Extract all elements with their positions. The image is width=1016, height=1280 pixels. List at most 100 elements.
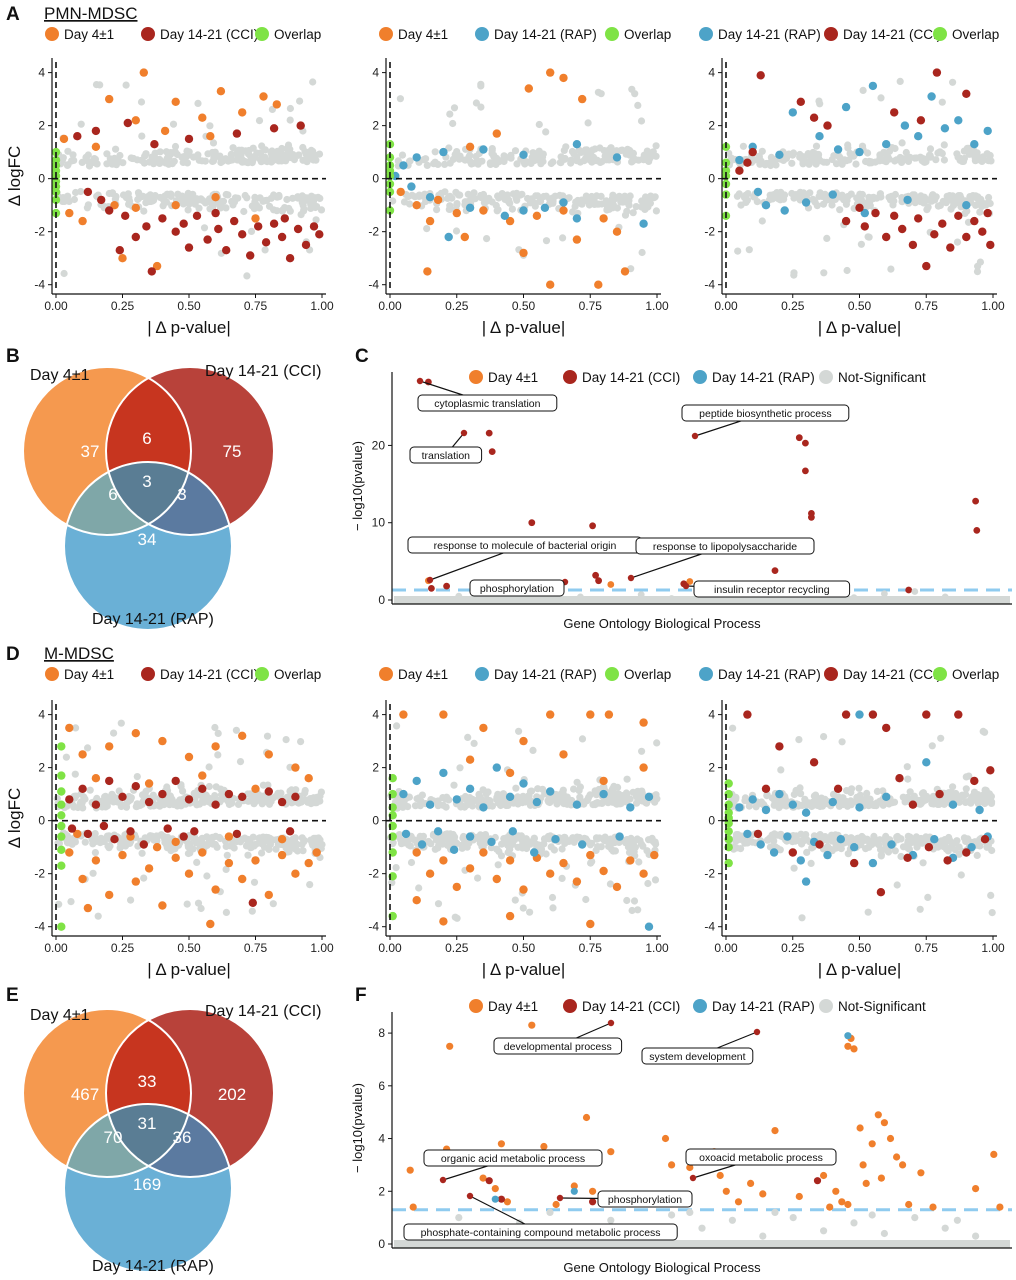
go-point-orange: [850, 1045, 858, 1053]
data-point-blue: [769, 848, 779, 857]
data-point-red: [142, 222, 151, 231]
background-point: [169, 120, 178, 128]
x-tick-label: 0.00: [378, 941, 402, 955]
venn-outline: [105, 1008, 275, 1178]
data-point-red: [99, 821, 109, 831]
background-point: [982, 201, 990, 209]
data-point-blue: [882, 140, 891, 149]
data-point-orange: [492, 874, 501, 884]
background-point: [846, 149, 854, 158]
background-point: [453, 914, 461, 922]
data-point-red: [131, 232, 140, 242]
background-point: [439, 801, 447, 809]
y-tick-label: 2: [708, 761, 715, 775]
background-point: [108, 790, 116, 798]
background-point: [210, 154, 218, 162]
data-point-blue: [412, 776, 421, 786]
background-point: [91, 849, 99, 857]
background-point: [209, 201, 217, 209]
background-point: [484, 788, 492, 796]
legend-label: Day 14-21 (RAP): [494, 27, 597, 42]
data-point-orange: [65, 723, 74, 733]
data-point-blue: [492, 763, 501, 772]
background-point: [926, 151, 934, 159]
y-tick-label: 0: [372, 814, 379, 828]
background-point: [652, 207, 661, 215]
data-point-blue: [860, 208, 869, 218]
background-point: [949, 783, 957, 791]
legend-swatch: [824, 27, 838, 41]
background-point: [255, 204, 263, 212]
go-point-orange: [759, 1190, 767, 1198]
background-point: [240, 207, 248, 216]
background-point: [84, 151, 92, 159]
background-point: [553, 796, 561, 804]
background-point: [958, 791, 966, 799]
venn-b-count-abc: 3: [142, 472, 151, 491]
background-point: [415, 192, 423, 200]
data-point-orange: [83, 903, 93, 913]
background-point: [286, 145, 294, 153]
go-point-orange: [844, 1200, 852, 1209]
data-point-blue: [914, 132, 923, 141]
background-point: [140, 207, 148, 215]
data-point-blue: [780, 206, 789, 215]
y-tick-label: -4: [34, 278, 45, 292]
background-point: [964, 835, 972, 843]
data-point-blue: [479, 803, 488, 812]
y-axis-title: − log10(pvalue): [350, 1083, 365, 1173]
data-point-red: [895, 774, 904, 783]
data-point-green: [57, 742, 66, 751]
data-point-orange: [505, 856, 515, 865]
background-point: [623, 836, 631, 844]
data-point-orange: [620, 267, 630, 276]
background-point: [77, 120, 85, 128]
background-point: [891, 190, 900, 199]
background-point: [393, 722, 401, 730]
legend-swatch: [255, 667, 269, 681]
background-point: [301, 796, 309, 804]
data-point-red: [67, 824, 77, 833]
annotation-label: phosphate-containing compound metabolic …: [421, 1227, 661, 1239]
data-point-orange: [505, 216, 515, 226]
background-point: [209, 139, 218, 147]
venn-e-count-ab: 33: [138, 1072, 157, 1091]
data-point-blue: [801, 808, 811, 817]
legend-label: Day 14-21 (CCI): [843, 27, 941, 42]
background-point: [204, 150, 212, 158]
data-point-red: [179, 219, 188, 228]
background-point: [923, 206, 931, 214]
background-point: [967, 795, 975, 803]
go-point-orange: [820, 1171, 828, 1180]
background-point: [584, 119, 592, 127]
data-point-red: [158, 214, 167, 223]
y-tick-label: -2: [704, 225, 715, 239]
background-point: [309, 78, 317, 86]
data-point-orange: [264, 750, 273, 759]
background-point: [482, 197, 490, 206]
background-point: [116, 844, 124, 852]
go-point-red: [592, 571, 599, 579]
background-point: [203, 841, 211, 850]
legend-swatch: [379, 27, 393, 41]
data-point-orange: [224, 832, 234, 841]
background-point: [795, 736, 803, 744]
data-point-blue: [546, 787, 555, 796]
background-point: [317, 206, 326, 214]
background-point: [947, 205, 955, 213]
background-point: [893, 881, 901, 889]
background-point: [984, 841, 993, 850]
data-point-blue: [788, 800, 797, 809]
y-tick-label: -4: [368, 920, 379, 934]
background-point: [910, 792, 918, 800]
background-point: [941, 836, 949, 844]
data-point-red: [73, 132, 82, 141]
go-point-orange: [589, 1187, 597, 1195]
data-point-red: [224, 789, 234, 799]
background-point: [735, 190, 743, 198]
background-point: [183, 159, 191, 167]
data-point-orange: [198, 113, 207, 122]
go-point-red: [485, 429, 493, 437]
background-point: [727, 154, 735, 162]
x-tick-label: 1.00: [310, 941, 334, 955]
